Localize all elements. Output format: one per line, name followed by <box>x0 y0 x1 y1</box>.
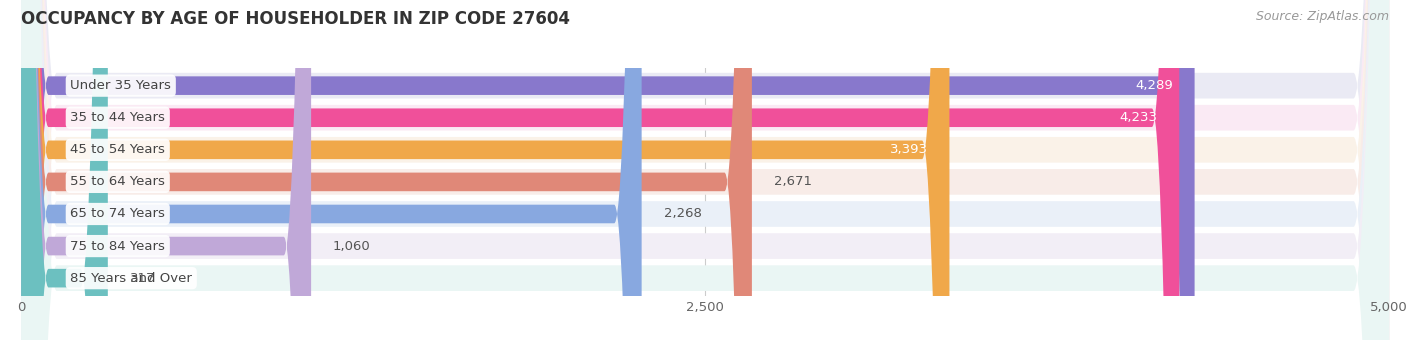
FancyBboxPatch shape <box>21 0 1389 340</box>
FancyBboxPatch shape <box>21 0 1180 340</box>
FancyBboxPatch shape <box>21 0 641 340</box>
Text: OCCUPANCY BY AGE OF HOUSEHOLDER IN ZIP CODE 27604: OCCUPANCY BY AGE OF HOUSEHOLDER IN ZIP C… <box>21 10 569 28</box>
Text: 35 to 44 Years: 35 to 44 Years <box>70 111 166 124</box>
Text: 2,671: 2,671 <box>773 175 811 188</box>
Text: 4,289: 4,289 <box>1135 79 1173 92</box>
FancyBboxPatch shape <box>21 0 311 340</box>
Text: 55 to 64 Years: 55 to 64 Years <box>70 175 166 188</box>
FancyBboxPatch shape <box>21 0 1389 340</box>
Text: 85 Years and Over: 85 Years and Over <box>70 272 193 285</box>
Text: 317: 317 <box>129 272 155 285</box>
FancyBboxPatch shape <box>21 0 108 340</box>
FancyBboxPatch shape <box>21 0 752 340</box>
Text: Source: ZipAtlas.com: Source: ZipAtlas.com <box>1256 10 1389 23</box>
FancyBboxPatch shape <box>21 0 1389 340</box>
FancyBboxPatch shape <box>21 0 1389 340</box>
Text: 2,268: 2,268 <box>664 207 702 220</box>
Text: 1,060: 1,060 <box>333 240 371 253</box>
Text: 65 to 74 Years: 65 to 74 Years <box>70 207 166 220</box>
FancyBboxPatch shape <box>21 0 1389 340</box>
FancyBboxPatch shape <box>21 0 949 340</box>
FancyBboxPatch shape <box>21 0 1195 340</box>
Text: 4,233: 4,233 <box>1119 111 1157 124</box>
Text: Under 35 Years: Under 35 Years <box>70 79 172 92</box>
FancyBboxPatch shape <box>21 0 1389 340</box>
Text: 75 to 84 Years: 75 to 84 Years <box>70 240 166 253</box>
Text: 3,393: 3,393 <box>890 143 928 156</box>
Text: 45 to 54 Years: 45 to 54 Years <box>70 143 166 156</box>
FancyBboxPatch shape <box>21 0 1389 340</box>
